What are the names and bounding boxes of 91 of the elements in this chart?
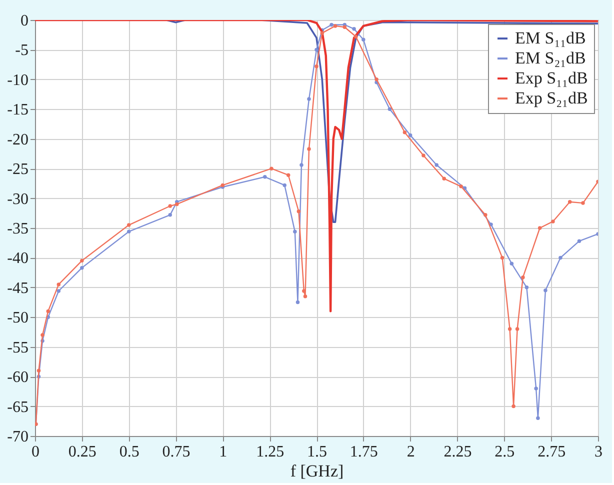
point [168,213,172,217]
point [296,209,301,214]
x-tick-label: 2 [406,444,415,460]
point [300,163,304,167]
point [408,133,412,138]
y-tick-label: -60 [7,369,28,386]
legend-label: Exp S₁₁dB [515,68,588,88]
y-tick-label: -30 [7,190,28,208]
point [263,175,267,179]
point [46,309,50,314]
point [512,404,516,408]
legend-label: Exp S₂₁dB [515,88,588,108]
point [282,183,286,188]
point [56,289,61,293]
point [484,213,488,217]
point [510,262,514,266]
y-tick-label: -70 [7,428,28,446]
point [126,230,131,234]
y-tick-label: -55 [7,339,28,356]
point [354,34,358,39]
point [296,300,300,304]
point [442,176,446,181]
point [314,64,318,68]
point [307,97,311,101]
x-tick-label: 1.75 [350,444,378,460]
point [342,25,347,29]
y-tick-label: -20 [7,131,28,148]
point [80,266,84,270]
x-tick-label: 2.75 [538,444,566,460]
point [293,230,297,234]
point [333,24,338,28]
point [314,48,318,52]
point [515,327,520,331]
point [558,256,562,260]
point [286,173,290,177]
x-axis-title: f [GHz] [290,462,344,480]
y-tick-label: -25 [7,161,28,178]
point [508,327,512,331]
x-tick-label: 1.5 [307,444,327,460]
point [536,416,540,420]
point [388,107,392,112]
y-tick-label: -5 [15,42,28,60]
point [56,282,61,286]
point [320,31,324,35]
point [568,200,572,204]
point [40,333,44,337]
point [270,166,274,170]
x-tick-label: 2.5 [494,444,515,460]
y-tick-label: -45 [7,280,28,297]
point [459,184,463,188]
x-tick-label: 1.25 [256,444,284,460]
point [551,220,555,224]
legend-label: EM S₁₁dB [515,28,586,48]
point [538,226,542,230]
point [168,204,172,208]
point [303,294,308,298]
point [500,256,504,260]
point [307,147,311,151]
x-tick-label: 1 [219,444,228,460]
point [402,130,407,134]
y-tick-label: -15 [7,102,28,119]
point [36,368,41,372]
x-tick-label: 0.75 [162,444,190,460]
y-tick-label: -10 [7,72,28,89]
x-tick-label: 2.25 [444,444,472,460]
point [126,223,131,227]
point [422,154,426,158]
legend-label: EM S₂₁dB [515,48,586,68]
point [175,202,179,206]
point [352,27,356,31]
point [544,288,548,292]
x-tick-label: 3 [594,444,602,460]
y-tick-label: -50 [7,310,28,327]
x-tick-label: 0.5 [119,444,140,460]
point [330,22,334,27]
x-tick-label: 0 [32,444,40,460]
point [302,289,306,293]
point [362,38,366,42]
x-tick-label: 0.25 [68,444,96,460]
y-tick-label: -40 [7,250,28,268]
point [374,78,378,82]
y-tick-label: -65 [7,398,28,416]
point [581,201,585,205]
point [577,239,582,243]
point [534,386,538,390]
point [524,286,529,290]
point [80,258,84,263]
point [521,275,525,280]
point [434,163,438,167]
y-tick-label: -35 [7,220,28,238]
y-tick-label: 0 [20,12,28,30]
